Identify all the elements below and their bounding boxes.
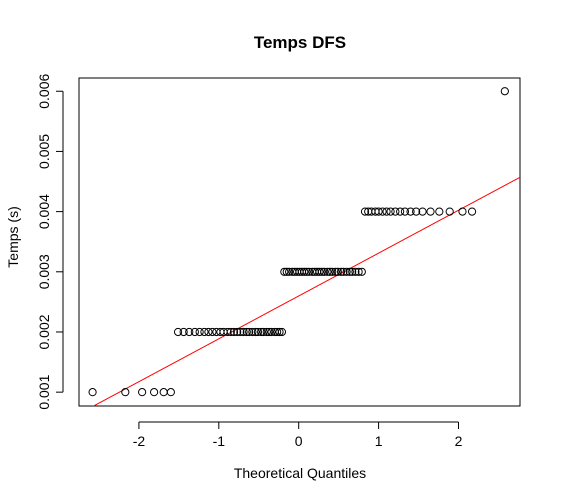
data-point	[195, 327, 204, 337]
data-point	[304, 267, 314, 276]
x-tick-label: 0	[295, 433, 303, 449]
y-tick-label: 0.006	[36, 74, 52, 109]
data-point	[400, 207, 410, 216]
data-point	[259, 327, 268, 337]
data-point	[351, 267, 360, 276]
data-point	[223, 327, 232, 337]
y-tick-label: 0.003	[36, 254, 52, 289]
data-point	[315, 267, 324, 276]
y-tick-label: 0.002	[36, 314, 52, 349]
data-point	[445, 207, 454, 216]
data-point	[378, 207, 387, 216]
data-point	[204, 327, 213, 337]
data-point	[418, 207, 427, 216]
data-point	[331, 267, 340, 276]
data-point	[185, 327, 194, 337]
data-point	[382, 207, 391, 216]
x-axis-label: Theoretical Quantiles	[234, 465, 366, 481]
data-point	[226, 327, 235, 337]
x-tick-label: 1	[375, 433, 383, 449]
data-point	[277, 327, 287, 337]
data-point	[149, 388, 159, 397]
data-point	[233, 327, 242, 337]
data-point	[374, 207, 383, 216]
data-point	[348, 267, 357, 276]
data-point	[88, 388, 97, 397]
y-axis: 0.001 0.002 0.003 0.004 0.005 0.006	[36, 74, 64, 410]
data-point	[179, 327, 188, 337]
data-point	[342, 267, 351, 276]
data-point	[253, 327, 263, 337]
data-points	[88, 87, 509, 397]
data-point	[345, 267, 354, 276]
data-point	[138, 388, 147, 397]
data-point	[386, 207, 395, 216]
data-point	[121, 388, 130, 397]
data-point	[200, 327, 209, 337]
data-point	[262, 327, 271, 337]
data-point	[328, 267, 337, 276]
qq-reference-line	[92, 176, 520, 406]
data-point	[320, 267, 329, 276]
data-point	[248, 327, 257, 337]
x-tick-label: -2	[133, 433, 146, 449]
data-point	[406, 207, 415, 216]
data-point	[251, 327, 260, 337]
y-tick-label: 0.005	[36, 134, 52, 169]
data-point	[426, 207, 435, 216]
data-point	[275, 327, 284, 337]
data-point	[257, 327, 266, 337]
y-tick-label: 0.001	[36, 374, 52, 409]
data-point	[173, 327, 183, 337]
data-point	[236, 327, 245, 337]
data-point	[396, 207, 405, 216]
y-tick-label: 0.004	[36, 194, 52, 229]
data-point	[208, 327, 217, 337]
data-point	[354, 267, 363, 276]
data-point	[317, 267, 326, 276]
data-point	[239, 327, 248, 337]
data-point	[357, 267, 366, 276]
data-point	[333, 267, 342, 276]
plot-frame	[78, 77, 521, 407]
data-point	[229, 327, 239, 337]
data-point	[282, 267, 291, 276]
data-point	[285, 267, 294, 276]
data-point	[325, 267, 334, 276]
data-point	[159, 388, 168, 397]
data-point	[265, 327, 274, 337]
data-point	[302, 267, 311, 276]
data-point	[273, 327, 282, 337]
data-point	[360, 207, 370, 216]
chart-title: Temps DFS	[254, 33, 346, 52]
data-point	[323, 267, 332, 276]
data-point	[300, 267, 309, 276]
data-point	[267, 327, 276, 337]
data-point	[190, 327, 199, 337]
y-axis-label: Temps (s)	[5, 206, 21, 267]
data-point	[166, 388, 175, 397]
data-point	[435, 207, 444, 216]
x-axis: -2 -1 0 1 2	[133, 421, 463, 449]
data-point	[391, 207, 400, 216]
data-point	[500, 87, 509, 96]
data-point	[467, 207, 477, 216]
x-tick-label: 2	[455, 433, 463, 449]
data-point	[458, 207, 467, 216]
x-tick-label: -1	[213, 433, 226, 449]
data-point	[412, 207, 421, 216]
data-point	[242, 327, 251, 337]
data-point	[339, 267, 348, 276]
data-point	[336, 267, 346, 276]
data-point	[245, 327, 254, 337]
data-point	[280, 267, 289, 276]
